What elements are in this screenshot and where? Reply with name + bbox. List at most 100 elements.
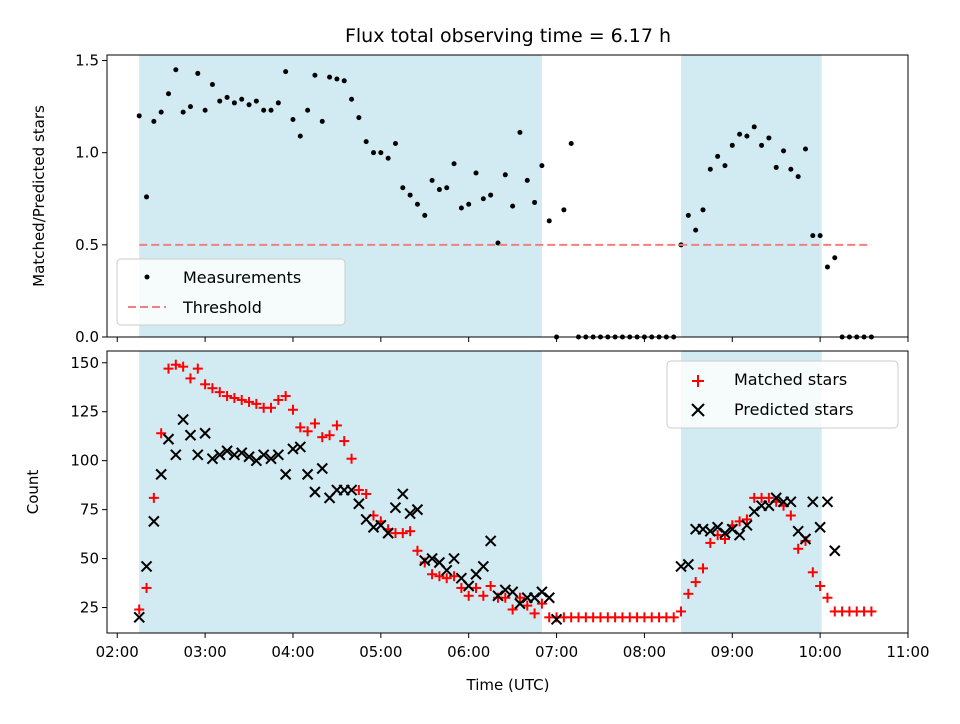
predicted-star-point — [748, 505, 760, 518]
matched-star-point — [507, 604, 518, 615]
predicted-star-point — [382, 527, 394, 539]
matched-star-point — [697, 563, 708, 574]
predicted-star-point — [345, 484, 358, 496]
predicted-star-point — [807, 496, 819, 508]
measurement-point — [473, 170, 479, 176]
matched-star-point — [339, 436, 350, 447]
top-y-tick-label: 0.0 — [75, 328, 99, 346]
measurement-point — [751, 124, 757, 130]
matched-star-point — [522, 600, 533, 611]
measurement-point — [356, 115, 362, 121]
measurement-point — [436, 187, 442, 193]
measurement-point — [378, 150, 384, 156]
measurement-point — [429, 177, 435, 183]
matched-star-point — [478, 590, 489, 601]
legend-measurements-label: Measurements — [183, 268, 301, 287]
x-tick-label: 05:00 — [359, 643, 402, 661]
predicted-star-point — [301, 468, 314, 481]
measurement-point — [400, 185, 406, 191]
measurement-point — [202, 107, 208, 113]
bottom-legend-box — [666, 360, 899, 429]
legend-matched-marker — [692, 375, 704, 387]
matched-star-point — [163, 363, 174, 374]
predicted-star-point — [477, 560, 490, 573]
matched-star-point — [763, 492, 774, 503]
matched-star-point — [178, 361, 189, 372]
measurement-point — [744, 133, 750, 139]
matched-star-point — [148, 492, 159, 503]
measurement-point — [832, 255, 838, 261]
measurement-point — [524, 177, 530, 183]
matched-star-point — [397, 528, 408, 539]
predicted-star-point — [279, 468, 292, 481]
measurement-point — [422, 212, 428, 218]
chart-title: Flux total observing time = 6.17 h — [345, 25, 671, 47]
x-tick-label: 06:00 — [447, 643, 490, 661]
measurement-point — [275, 100, 281, 106]
predicted-star-point — [199, 427, 211, 439]
measurement-point — [166, 91, 172, 97]
measurement-point — [246, 102, 252, 108]
measurement-point — [180, 109, 186, 115]
predicted-star-point — [799, 533, 812, 545]
predicted-star-point — [536, 586, 548, 598]
measurement-point — [568, 140, 574, 146]
measurement-point — [729, 142, 735, 148]
matched-star-point — [793, 543, 804, 554]
matched-star-point — [331, 420, 342, 431]
measurement-point — [173, 67, 179, 73]
measurement-point — [341, 78, 347, 84]
bottom-plot-frame — [106, 350, 909, 634]
top-legend-box — [116, 258, 346, 326]
measurement-point — [510, 203, 516, 209]
measurement-point — [444, 185, 450, 191]
x-tick-label: 09:00 — [711, 643, 754, 661]
measurement-point — [187, 104, 193, 110]
predicted-star-point — [148, 515, 160, 528]
matched-star-point — [251, 398, 262, 409]
matched-star-point — [485, 581, 496, 591]
x-tick-label: 08:00 — [623, 643, 666, 661]
matched-star-point — [207, 383, 218, 394]
predicted-star-point — [411, 503, 424, 516]
matched-star-point — [244, 396, 255, 407]
measurement-point — [231, 100, 237, 106]
measurement-point — [802, 146, 808, 152]
measurement-point — [693, 227, 699, 233]
x-tick-label: 03:00 — [183, 643, 226, 661]
matched-star-point — [280, 391, 291, 402]
measurement-point — [810, 233, 816, 239]
predicted-star-point — [770, 492, 782, 504]
measurement-point — [561, 207, 567, 213]
measurement-point — [158, 109, 164, 115]
matched-star-point — [353, 485, 364, 496]
predicted-star-point — [448, 552, 460, 565]
matched-star-point — [222, 391, 233, 402]
matched-star-point — [866, 606, 877, 617]
top-y-tick-label: 0.5 — [75, 236, 99, 254]
measurement-point — [239, 96, 245, 102]
top-legend: Measurements Threshold — [116, 258, 346, 326]
matched-star-point — [185, 373, 196, 384]
ratio-panel: Flux total observing time = 6.17 h 0.0 0.… — [30, 25, 909, 346]
matched-star-point — [676, 606, 687, 617]
predicted-star-point — [514, 597, 526, 610]
predicted-star-point — [265, 453, 277, 465]
bottom-legend: Matched stars Predicted stars — [666, 360, 899, 429]
matched-star-point — [536, 598, 547, 609]
matched-star-point — [705, 537, 716, 548]
matched-star-point — [741, 514, 752, 525]
predicted-star-point — [214, 449, 226, 461]
matched-star-point — [324, 430, 335, 441]
matched-star-point — [449, 571, 460, 582]
matched-star-point — [266, 402, 277, 413]
predicted-star-point — [814, 521, 826, 533]
predicted-star-point — [353, 498, 365, 510]
measurement-point — [817, 233, 823, 239]
matched-star-point — [412, 545, 423, 556]
matched-star-point — [236, 394, 247, 405]
measurement-point — [305, 107, 311, 113]
matched-star-point — [434, 571, 445, 582]
x-tick-label: 07:00 — [535, 643, 578, 661]
